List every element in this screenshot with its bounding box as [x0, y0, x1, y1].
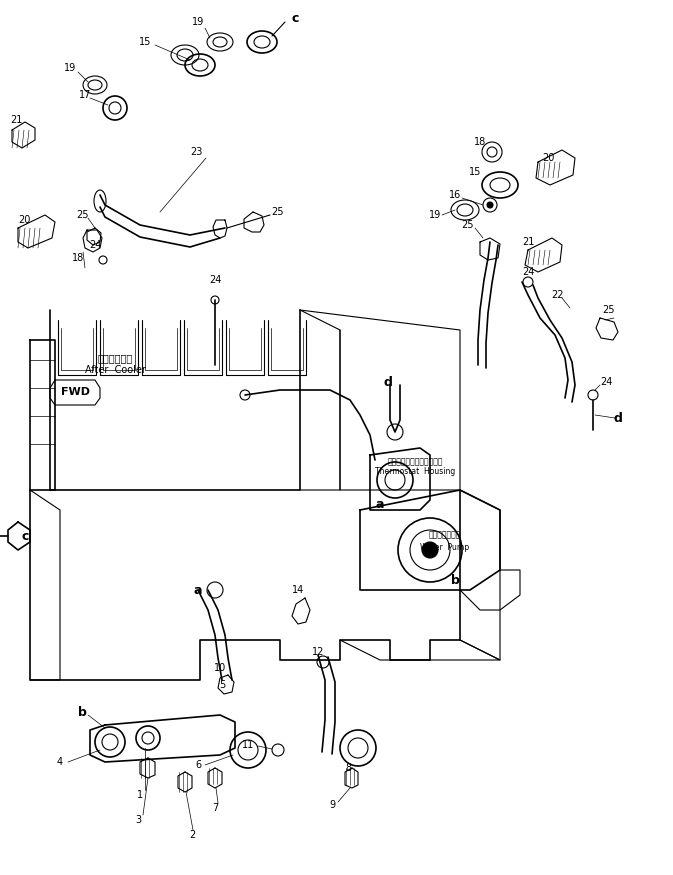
Text: サーモスタットハウジング: サーモスタットハウジング — [387, 458, 443, 466]
Text: 15: 15 — [139, 37, 151, 47]
Circle shape — [487, 202, 493, 208]
Text: 20: 20 — [542, 153, 554, 163]
Text: 23: 23 — [190, 147, 202, 157]
Text: 10: 10 — [214, 663, 226, 673]
Text: c: c — [291, 11, 299, 24]
Text: Water  Pump: Water Pump — [421, 543, 470, 552]
Text: d: d — [614, 411, 623, 424]
Text: 25: 25 — [76, 210, 88, 220]
Text: ウォータポンプ: ウォータポンプ — [429, 530, 461, 540]
Text: 3: 3 — [135, 815, 141, 825]
Text: 11: 11 — [242, 740, 254, 750]
Text: 25: 25 — [462, 220, 474, 230]
Text: 5: 5 — [219, 680, 225, 690]
Text: 4: 4 — [57, 757, 63, 767]
Text: 15: 15 — [469, 167, 481, 177]
Text: 24: 24 — [89, 240, 101, 250]
Text: 24: 24 — [209, 275, 221, 285]
Text: 19: 19 — [64, 63, 76, 73]
Text: 7: 7 — [212, 803, 218, 813]
Circle shape — [422, 542, 438, 558]
Text: 25: 25 — [602, 305, 614, 315]
Text: 24: 24 — [522, 267, 534, 277]
Text: b: b — [77, 705, 86, 718]
Text: 16: 16 — [449, 190, 461, 200]
Text: 25: 25 — [272, 207, 284, 217]
Text: c: c — [22, 529, 29, 542]
Text: 6: 6 — [195, 760, 201, 770]
Text: After  Cooler: After Cooler — [85, 365, 145, 375]
Text: 12: 12 — [312, 647, 324, 657]
Text: 1: 1 — [137, 790, 143, 800]
Text: 18: 18 — [474, 137, 486, 147]
Text: 19: 19 — [192, 17, 204, 27]
Text: 20: 20 — [18, 215, 30, 225]
Text: 18: 18 — [72, 253, 84, 263]
Text: 22: 22 — [552, 290, 564, 300]
Text: 8: 8 — [345, 763, 351, 773]
Text: FWD: FWD — [61, 387, 90, 397]
Text: 17: 17 — [79, 90, 91, 100]
Text: 2: 2 — [189, 830, 195, 840]
Text: d: d — [384, 375, 392, 388]
Text: 9: 9 — [329, 800, 335, 810]
Text: 19: 19 — [429, 210, 441, 220]
Text: Thermostat  Housing: Thermostat Housing — [375, 467, 455, 477]
Text: 21: 21 — [10, 115, 22, 125]
Text: a: a — [376, 499, 384, 512]
Text: アフタクーラ: アフタクーラ — [98, 353, 133, 363]
Text: a: a — [194, 584, 203, 597]
Text: 24: 24 — [600, 377, 612, 387]
Text: 14: 14 — [292, 585, 304, 595]
Text: 21: 21 — [522, 237, 534, 247]
Text: b: b — [450, 573, 460, 586]
